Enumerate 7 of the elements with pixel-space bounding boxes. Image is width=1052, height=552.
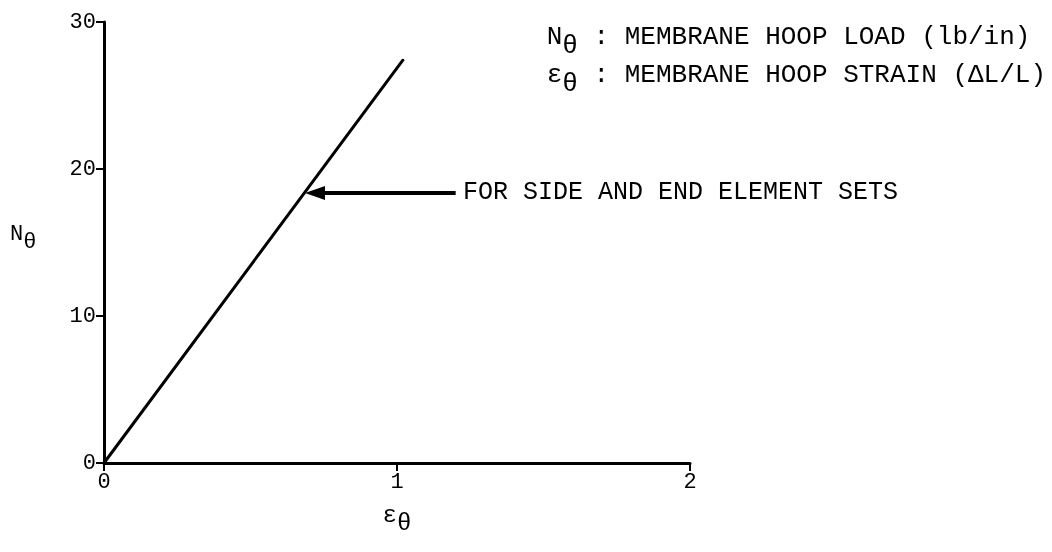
y-tick-label: 0 — [82, 450, 96, 476]
y-tick-label: 30 — [69, 9, 96, 35]
x-tick-label: 2 — [683, 469, 697, 495]
y-tick-label: 10 — [69, 303, 96, 329]
annotation: FOR SIDE AND END ELEMENT SETS — [463, 178, 899, 207]
x-tick-label: 1 — [390, 469, 404, 495]
y-tick-label: 20 — [69, 156, 96, 182]
